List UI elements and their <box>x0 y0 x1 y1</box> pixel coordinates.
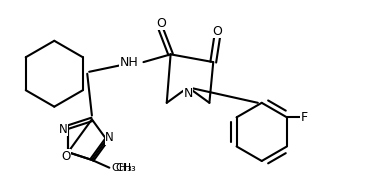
Text: O: O <box>156 17 166 30</box>
Text: N: N <box>59 123 68 136</box>
Text: N: N <box>184 87 193 100</box>
Text: O: O <box>62 150 71 163</box>
Text: F: F <box>301 111 308 124</box>
Text: NH: NH <box>120 56 139 69</box>
Text: CH₃: CH₃ <box>115 163 136 173</box>
Text: O: O <box>212 25 222 38</box>
Text: N: N <box>105 131 114 144</box>
Text: CH₃: CH₃ <box>111 163 132 173</box>
